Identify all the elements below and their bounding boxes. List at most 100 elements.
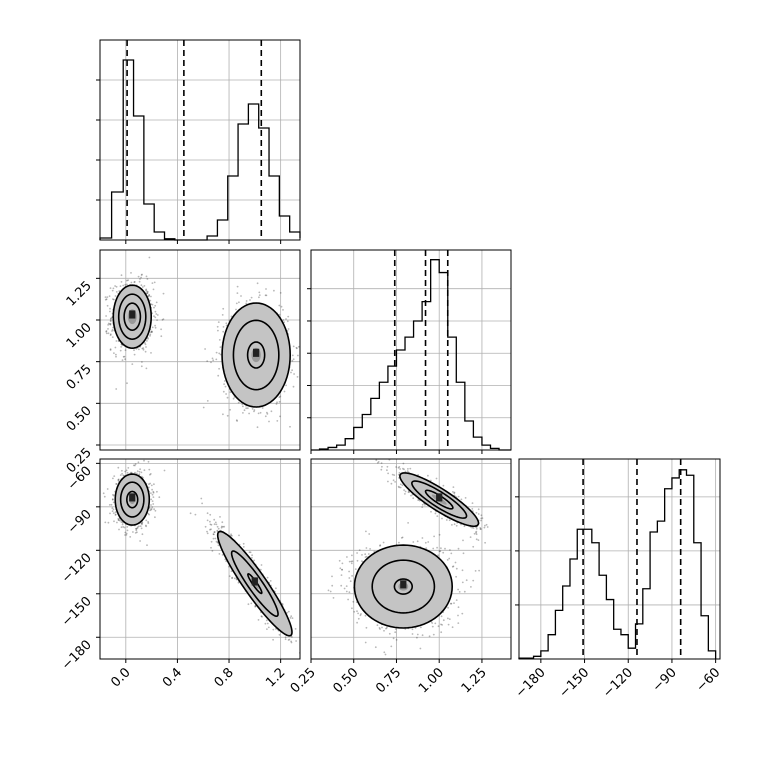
sample-point [266, 576, 269, 579]
sample-point [483, 526, 486, 529]
sample-point [136, 527, 139, 530]
sample-point [124, 358, 126, 361]
sample-point [147, 521, 150, 523]
sample-point [107, 324, 109, 326]
sample-point [115, 291, 118, 293]
sample-point [126, 283, 128, 286]
sample-point [294, 628, 297, 630]
sample-point [150, 492, 152, 494]
sample-point [151, 282, 154, 284]
sample-point [149, 299, 152, 302]
sample-point [292, 385, 295, 388]
sample-point [212, 533, 215, 535]
sample-point [223, 380, 226, 382]
sample-point [155, 301, 158, 304]
sample-point [216, 541, 219, 544]
sample-point [417, 499, 420, 501]
sample-point [140, 274, 143, 276]
panel-content [100, 250, 300, 450]
sample-point [445, 519, 448, 521]
sample-point [150, 504, 152, 506]
sample-point [430, 510, 432, 513]
sample-point [283, 390, 286, 393]
sample-point [111, 507, 114, 509]
sample-point [296, 347, 298, 350]
sample-point [209, 523, 212, 526]
sample-point [480, 519, 482, 522]
sample-point [269, 580, 272, 582]
sample-point [135, 529, 138, 532]
sample-point [112, 501, 115, 504]
sample-point [253, 559, 256, 562]
sample-point [377, 461, 380, 463]
sample-point [391, 473, 394, 476]
sample-point [213, 531, 216, 533]
sample-point [238, 301, 240, 304]
sample-point [144, 350, 147, 353]
sample-point [117, 517, 120, 520]
sample-point [228, 575, 231, 577]
sample-point [287, 610, 290, 613]
sample-point [471, 502, 474, 504]
sample-point [149, 482, 152, 485]
sample-point [214, 521, 217, 524]
sample-point [126, 526, 129, 528]
sample-point [112, 326, 114, 329]
sample-point [139, 540, 142, 542]
sample-point [404, 490, 407, 493]
sample-point [206, 400, 209, 402]
sample-point [115, 483, 117, 485]
sample-point [259, 568, 262, 571]
sample-point [138, 280, 141, 283]
sample-point [213, 531, 216, 534]
sample-point [399, 486, 402, 489]
sample-point [109, 322, 112, 325]
sample-point [297, 345, 300, 348]
sample-point [141, 522, 143, 525]
sample-point [266, 411, 268, 414]
sample-point [451, 524, 453, 526]
sample-point [109, 307, 111, 310]
sample-point [295, 640, 297, 642]
sample-point [115, 483, 118, 485]
panel-frame [99, 458, 301, 660]
sample-point [434, 512, 437, 515]
density-peak-cell [251, 577, 258, 586]
sample-point [270, 410, 273, 413]
sample-point [149, 473, 151, 476]
sample-point [130, 272, 132, 274]
sample-point [261, 407, 264, 409]
sample-point [209, 520, 211, 523]
sample-point [143, 285, 146, 287]
sample-point [121, 469, 123, 472]
sample-point [222, 326, 225, 328]
sample-point [104, 298, 107, 301]
sample-point [480, 514, 483, 517]
sample-point [403, 468, 405, 471]
sample-point [102, 492, 105, 495]
sample-point [110, 503, 113, 506]
sample-point [134, 471, 136, 474]
sample-point [278, 633, 281, 636]
sample-point [134, 464, 136, 467]
sample-point [206, 512, 209, 515]
sample-point [275, 403, 278, 405]
sample-point [218, 339, 221, 341]
sample-point [148, 295, 150, 298]
sample-point [291, 636, 293, 638]
sample-point [279, 395, 282, 398]
sample-point [486, 526, 489, 528]
sample-point [133, 353, 136, 356]
sample-point [427, 474, 429, 477]
sample-point [258, 291, 261, 294]
sample-point [258, 294, 261, 296]
sample-point [161, 319, 164, 321]
sample-point [150, 508, 153, 510]
sample-point [154, 310, 157, 313]
sample-point [251, 408, 254, 410]
sample-point [290, 640, 292, 643]
sample-point [121, 359, 124, 361]
sample-point [109, 310, 111, 313]
sample-point [149, 335, 151, 337]
sample-point [475, 527, 478, 530]
